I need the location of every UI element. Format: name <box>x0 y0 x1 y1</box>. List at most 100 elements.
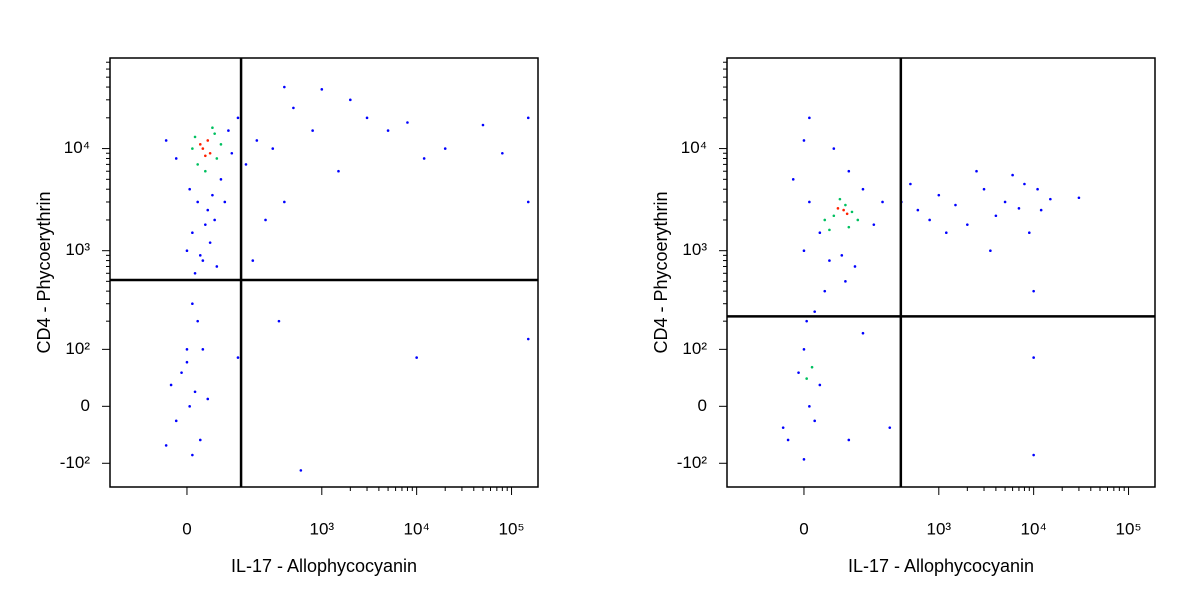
event-dot <box>1036 187 1039 191</box>
event-dot <box>264 218 267 222</box>
event-dot <box>236 356 240 359</box>
event-dot <box>856 218 860 222</box>
event-dot <box>813 310 816 313</box>
event-dot <box>219 143 223 146</box>
event-dot <box>196 200 199 204</box>
y-tick-label: 10⁴ <box>64 138 90 157</box>
event-dot <box>805 377 808 380</box>
event-dot <box>406 121 409 124</box>
event-dot <box>975 169 978 173</box>
event-dot <box>191 453 194 457</box>
event-dot <box>526 200 530 204</box>
event-dot <box>277 319 281 323</box>
event-dot <box>832 147 836 150</box>
event-dot <box>828 228 831 232</box>
event-dot <box>840 254 844 257</box>
event-dot <box>1039 208 1043 212</box>
event-dot <box>481 123 485 127</box>
event-dot <box>1011 173 1014 177</box>
x-axis-label: IL-17 - Allophycocyanin <box>848 556 1034 576</box>
event-dot <box>805 319 808 323</box>
event-dot <box>808 116 811 120</box>
x-axis-label: IL-17 - Allophycocyanin <box>231 556 417 576</box>
event-dot <box>188 187 191 191</box>
event-dot <box>808 200 811 204</box>
event-dot <box>213 132 216 135</box>
event-dot <box>802 348 806 351</box>
event-dot <box>204 169 207 173</box>
event-dot <box>844 280 847 283</box>
event-dot <box>810 365 814 369</box>
event-dot <box>193 271 197 275</box>
event-dot <box>215 265 219 268</box>
event-dot <box>802 249 806 252</box>
event-dot <box>292 106 295 110</box>
event-dot <box>204 154 207 158</box>
plot-frame <box>726 57 1156 488</box>
event-dot <box>283 85 286 89</box>
event-dot <box>201 147 205 150</box>
x-tick-label: 10³ <box>927 519 952 538</box>
event-dot <box>526 337 530 341</box>
event-dot <box>386 129 390 132</box>
event-dot <box>823 218 827 222</box>
y-axis-label: CD4 - Phycoerythrin <box>651 191 671 353</box>
event-dot <box>791 178 795 181</box>
event-dot <box>365 116 369 120</box>
event-dot <box>185 360 189 364</box>
event-dot <box>501 151 504 155</box>
event-dot <box>944 231 948 235</box>
event-dot <box>201 259 205 262</box>
event-dot <box>989 249 992 252</box>
event-dot <box>311 129 314 132</box>
y-tick-label: 10² <box>682 339 707 358</box>
event-dot <box>193 390 197 394</box>
event-dot <box>982 187 986 191</box>
event-dot <box>916 208 920 212</box>
event-dot <box>443 147 447 150</box>
event-dot <box>174 157 178 160</box>
event-dot <box>842 208 845 212</box>
event-dot <box>786 438 790 442</box>
event-dot <box>244 163 248 166</box>
event-dot <box>206 208 210 212</box>
x-tick-label: 0 <box>799 519 808 538</box>
event-dot <box>909 182 912 186</box>
event-dot <box>861 331 865 335</box>
event-dot <box>823 289 827 293</box>
y-tick-label: -10² <box>677 453 708 472</box>
event-dot <box>211 193 214 197</box>
event-dot <box>215 157 219 160</box>
event-dot <box>230 151 234 155</box>
event-dot <box>196 319 199 323</box>
event-dot <box>185 249 189 252</box>
event-dot <box>818 231 822 235</box>
x-tick-label: 10⁴ <box>404 519 430 538</box>
event-dot <box>844 203 847 207</box>
event-dot <box>797 371 800 374</box>
event-dot <box>847 438 851 442</box>
event-dot <box>337 169 340 173</box>
event-dot <box>415 356 418 359</box>
event-dot <box>808 405 811 408</box>
event-dot <box>832 214 836 218</box>
event-dot <box>861 187 865 191</box>
event-dot <box>191 231 194 235</box>
event-dot <box>937 193 941 197</box>
y-tick-label: 0 <box>81 396 90 415</box>
event-dot <box>813 419 816 423</box>
y-tick-label: -10² <box>60 453 91 472</box>
event-dot <box>872 223 876 226</box>
x-tick-label: 10³ <box>310 519 335 538</box>
y-tick-label: 0 <box>698 396 707 415</box>
event-dot <box>1032 356 1035 359</box>
event-dot <box>1077 196 1081 200</box>
x-tick-label: 10⁵ <box>1116 519 1142 538</box>
event-dot <box>164 444 168 447</box>
event-dot <box>219 178 223 181</box>
event-dot <box>255 139 259 142</box>
event-dot <box>185 348 189 351</box>
event-dot <box>881 200 884 204</box>
